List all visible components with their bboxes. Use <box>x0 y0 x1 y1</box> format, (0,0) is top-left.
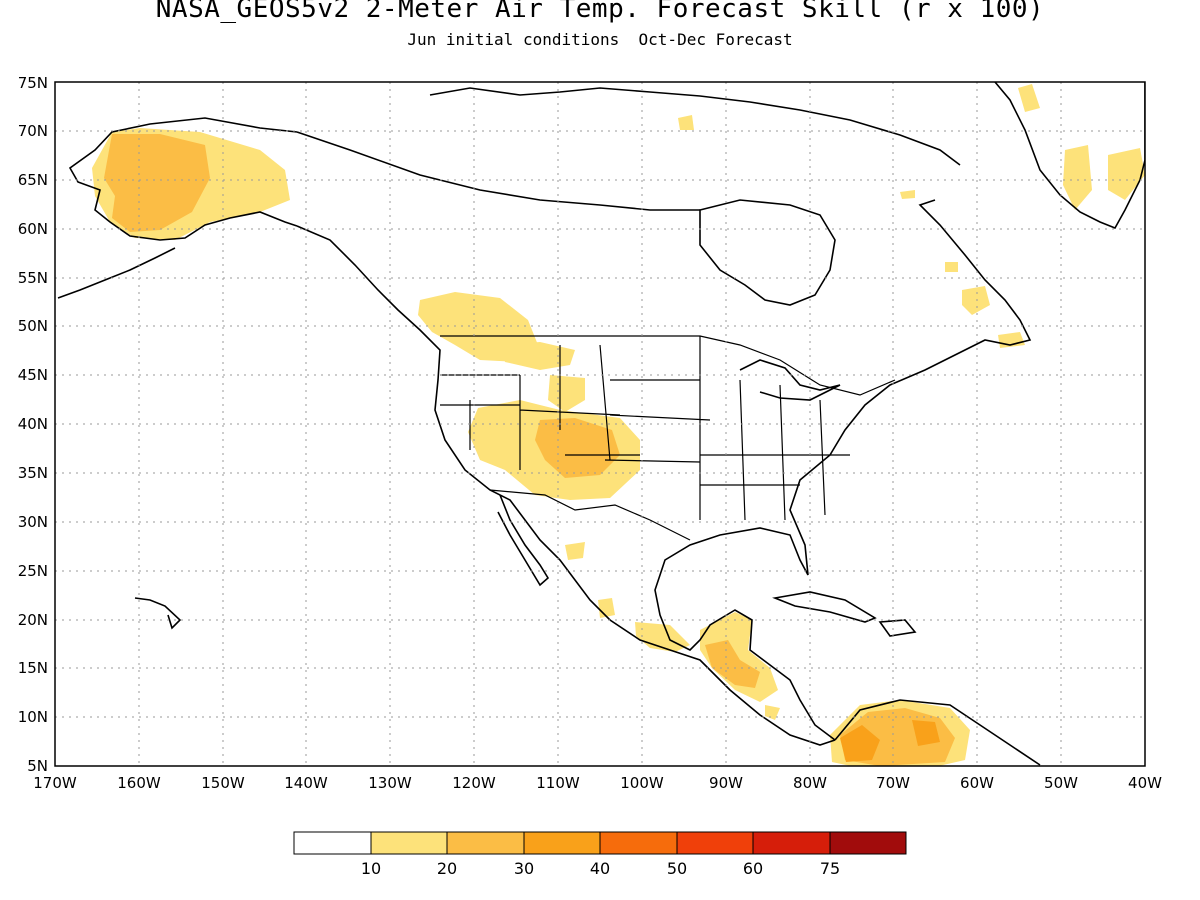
baja <box>497 494 550 587</box>
lon-label: 140W <box>284 774 328 792</box>
lat-label: 35N <box>18 464 48 482</box>
arctic-islands <box>429 87 961 166</box>
south-america <box>834 699 1041 766</box>
shade-hudson <box>900 190 915 199</box>
lon-labels: 170W 160W 150W 140W 130W 120W 110W 100W … <box>33 774 1162 792</box>
colorbar-box-2 <box>446 831 525 855</box>
lat-label: 10N <box>18 708 48 726</box>
shade-costa-rica <box>765 705 780 720</box>
lat-label: 20N <box>18 611 48 629</box>
colorbar: 10 20 30 40 50 60 75 <box>293 831 907 878</box>
alaska-outline <box>68 117 298 241</box>
gulf-coast <box>654 199 1032 741</box>
colorbar-box-0 <box>293 831 372 855</box>
great-lakes <box>739 359 841 401</box>
chart-subtitle: Jun initial conditions Oct-Dec Forecast <box>407 30 793 49</box>
colorbar-box-3 <box>523 831 601 855</box>
lon-label: 80W <box>793 774 827 792</box>
lat-label: 25N <box>18 562 48 580</box>
map-frame <box>54 81 1146 767</box>
shade-wyoming <box>548 375 585 412</box>
lon-label: 60W <box>960 774 994 792</box>
us-mexico-border <box>489 489 691 541</box>
lon-label: 100W <box>620 774 664 792</box>
lon-label: 170W <box>33 774 77 792</box>
colorbar-label: 30 <box>514 859 534 878</box>
lat-label: 45N <box>18 366 48 384</box>
lon-label: 110W <box>536 774 580 792</box>
lon-label: 120W <box>452 774 496 792</box>
shade-guatemala <box>705 640 760 688</box>
aleutians <box>57 247 176 299</box>
shade-sa-orange <box>840 725 880 762</box>
colorbar-box-4 <box>599 831 678 855</box>
colorbar-box-6 <box>752 831 831 855</box>
shade-yucatan <box>700 612 778 702</box>
shade-labrador2 <box>945 262 958 272</box>
shade-greenland-c <box>1018 84 1040 112</box>
lon-label: 150W <box>201 774 245 792</box>
shade-mexico-small <box>565 542 585 560</box>
shade-southwest-med <box>535 418 620 478</box>
colorbar-label: 75 <box>820 859 840 878</box>
colorbar-box-5 <box>676 831 754 855</box>
lon-label: 70W <box>876 774 910 792</box>
lat-label: 65N <box>18 171 48 189</box>
lon-label: 90W <box>709 774 743 792</box>
lat-label: 60N <box>18 220 48 238</box>
hispaniola <box>878 619 917 637</box>
arctic-coast <box>296 131 700 211</box>
lon-label: 50W <box>1044 774 1078 792</box>
lat-label: 70N <box>18 122 48 140</box>
colorbar-label: 10 <box>361 859 381 878</box>
colorbar-box-7 <box>829 831 907 855</box>
graticule <box>55 82 1145 766</box>
shade-baffin <box>678 115 694 130</box>
chart-title: NASA_GEOS5v2 2-Meter Air Temp. Forecast … <box>155 0 1045 24</box>
shade-nfld <box>998 332 1025 348</box>
colorbar-label: 40 <box>590 859 610 878</box>
greenland <box>994 82 1145 230</box>
lon-label: 160W <box>117 774 161 792</box>
skill-shading <box>92 84 1145 766</box>
colorbar-label: 60 <box>743 859 763 878</box>
lat-label: 5N <box>27 757 48 775</box>
political-borders <box>440 335 896 541</box>
colorbar-label: 20 <box>437 859 457 878</box>
colorbar-label: 50 <box>667 859 687 878</box>
shade-mexico-south2 <box>635 622 690 652</box>
state-lines <box>440 336 850 521</box>
colorbar-box-1 <box>370 831 448 855</box>
hudson-bay <box>699 199 836 306</box>
shade-greenland-b <box>1108 148 1145 200</box>
lat-label: 75N <box>18 74 48 92</box>
lat-labels: 5N 10N 15N 20N 25N 30N 35N 40N 45N 50N 5… <box>18 74 48 775</box>
shade-alaska-med <box>104 134 210 232</box>
lat-label: 30N <box>18 513 48 531</box>
cuba <box>772 591 877 623</box>
lat-label: 40N <box>18 415 48 433</box>
shade-sa-orange2 <box>912 720 940 746</box>
lat-label: 50N <box>18 317 48 335</box>
shade-labrador <box>962 286 990 315</box>
shade-mexico-south <box>598 598 615 618</box>
hawaii <box>134 597 182 630</box>
lon-label: 130W <box>368 774 412 792</box>
lat-label: 15N <box>18 659 48 677</box>
lon-label: 40W <box>1128 774 1162 792</box>
shade-greenland-a <box>1063 145 1092 210</box>
west-coast <box>296 225 836 746</box>
lat-label: 55N <box>18 269 48 287</box>
shade-montana <box>500 342 575 370</box>
